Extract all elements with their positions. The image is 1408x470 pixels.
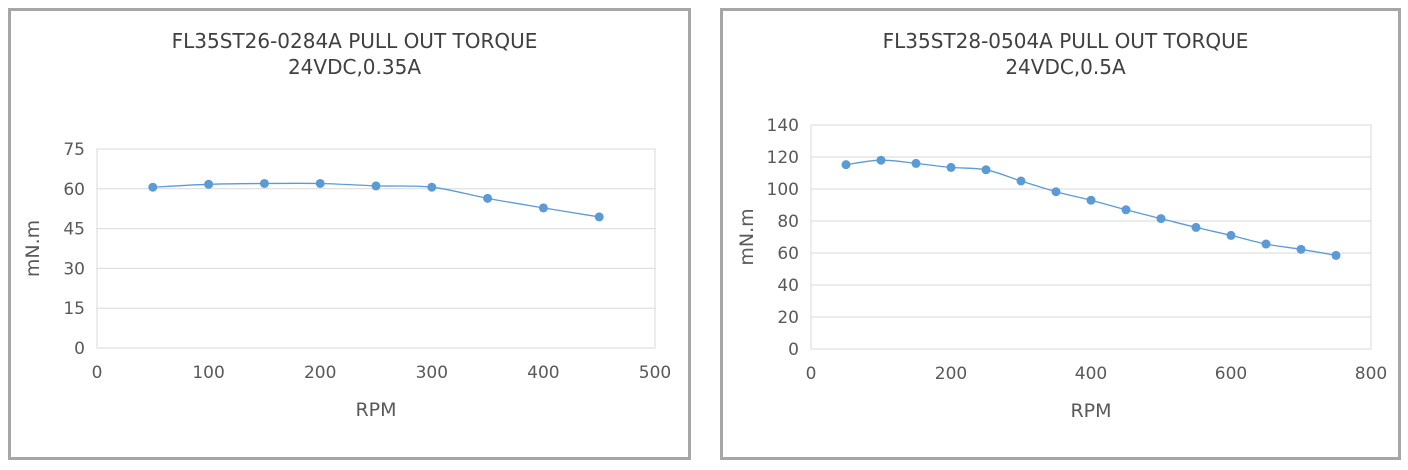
- torque-chart-fl35st28: FL35ST28-0504A PULL OUT TORQUE24VDC,0.5A…: [736, 29, 1387, 422]
- y-tick-label: 30: [63, 259, 85, 279]
- y-tick-label: 140: [767, 116, 799, 136]
- x-tick-label: 0: [92, 363, 103, 383]
- data-point: [371, 181, 381, 191]
- data-point: [148, 182, 158, 192]
- x-tick-label: 500: [639, 363, 671, 383]
- data-point: [315, 178, 325, 188]
- y-tick-label: 120: [767, 148, 799, 168]
- y-axis-label: mN.m: [736, 208, 758, 265]
- x-tick-label: 100: [192, 363, 224, 383]
- data-point: [911, 158, 921, 168]
- y-tick-label: 40: [777, 276, 799, 296]
- data-point: [538, 203, 548, 213]
- y-tick-label: 60: [777, 244, 799, 264]
- data-point: [1051, 187, 1061, 197]
- y-tick-label: 75: [63, 140, 85, 160]
- data-point: [1016, 176, 1026, 186]
- torque-chart-fl35st26: FL35ST26-0284A PULL OUT TORQUE24VDC,0.35…: [22, 29, 671, 421]
- y-tick-label: 20: [777, 308, 799, 328]
- data-point: [1086, 195, 1096, 205]
- chart-title: FL35ST26-0284A PULL OUT TORQUE: [172, 29, 538, 53]
- chart-panel-fl35st28: FL35ST28-0504A PULL OUT TORQUE 24VDC,0.5A…: [720, 8, 1401, 460]
- data-point: [841, 160, 851, 170]
- data-point: [981, 165, 991, 175]
- y-tick-label: 80: [777, 212, 799, 232]
- y-tick-label: 100: [767, 180, 799, 200]
- data-point: [1261, 239, 1271, 249]
- chart-panel-fl35st26: FL35ST26-0284A PULL OUT TORQUE 24VDC,0.35…: [8, 8, 691, 460]
- x-tick-label: 400: [527, 363, 559, 383]
- data-point: [427, 182, 437, 192]
- data-point: [594, 212, 604, 222]
- x-tick-label: 200: [935, 364, 967, 384]
- data-point: [1191, 222, 1201, 232]
- x-tick-label: 200: [304, 363, 336, 383]
- data-point: [876, 155, 886, 165]
- x-axis-label: RPM: [1070, 400, 1111, 422]
- y-tick-label: 15: [63, 299, 85, 319]
- data-point: [1156, 214, 1166, 224]
- plot-area: [810, 124, 1372, 350]
- y-axis-label: mN.m: [22, 220, 44, 277]
- data-point: [1296, 244, 1306, 254]
- y-tick-label: 45: [63, 220, 85, 240]
- chart-subtitle: 24VDC,0.5A: [1005, 55, 1126, 79]
- x-tick-label: 400: [1075, 364, 1107, 384]
- x-tick-label: 0: [806, 364, 817, 384]
- y-tick-label: 60: [63, 180, 85, 200]
- data-point: [483, 193, 493, 203]
- data-point: [204, 179, 214, 189]
- chart-subtitle: 24VDC,0.35A: [288, 55, 421, 79]
- y-tick-label: 0: [74, 339, 85, 359]
- plot-area: [96, 148, 656, 349]
- x-tick-label: 300: [416, 363, 448, 383]
- data-point: [1226, 230, 1236, 240]
- x-axis-label: RPM: [355, 399, 396, 421]
- series-line: [845, 159, 1337, 257]
- y-tick-label: 0: [788, 340, 799, 360]
- data-point: [259, 178, 269, 188]
- x-tick-label: 600: [1215, 364, 1247, 384]
- data-point: [946, 162, 956, 172]
- data-point: [1331, 250, 1341, 260]
- data-point: [1121, 205, 1131, 215]
- chart-title: FL35ST28-0504A PULL OUT TORQUE: [883, 29, 1249, 53]
- x-tick-label: 800: [1355, 364, 1387, 384]
